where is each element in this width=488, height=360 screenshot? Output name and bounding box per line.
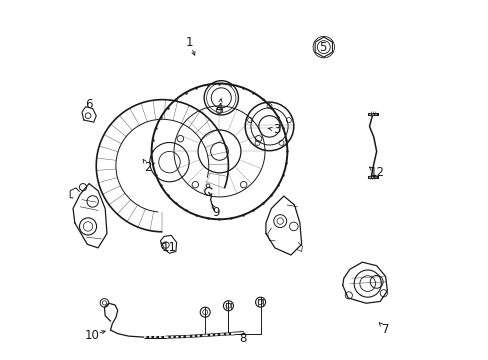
Text: 5: 5 (319, 41, 326, 54)
Text: 10: 10 (84, 329, 99, 342)
Text: 8: 8 (239, 333, 246, 346)
Text: 6: 6 (84, 99, 92, 112)
Text: 2: 2 (144, 161, 151, 174)
Text: 4: 4 (215, 102, 223, 115)
Text: 7: 7 (381, 323, 388, 336)
Text: 1: 1 (185, 36, 192, 49)
Text: 3: 3 (272, 123, 280, 136)
Text: 11: 11 (162, 241, 177, 255)
Text: 12: 12 (368, 166, 384, 179)
Text: 9: 9 (212, 206, 219, 219)
